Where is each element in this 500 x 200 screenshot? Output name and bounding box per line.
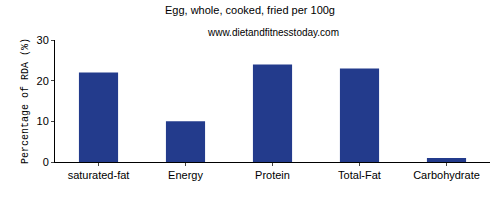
svg-text:Percentage of RDA (%): Percentage of RDA (%)	[20, 38, 31, 164]
svg-text:Egg, whole, cooked, fried per: Egg, whole, cooked, fried per 100g	[165, 4, 335, 16]
svg-text:10: 10	[37, 115, 49, 127]
svg-text:Protein: Protein	[255, 169, 290, 181]
svg-text:0: 0	[43, 156, 49, 168]
svg-text:Carbohydrate: Carbohydrate	[413, 169, 480, 181]
svg-text:Energy: Energy	[168, 169, 203, 181]
svg-text:30: 30	[37, 34, 49, 46]
svg-text:20: 20	[37, 75, 49, 87]
svg-text:www.dietandfitnesstoday.com: www.dietandfitnesstoday.com	[207, 27, 339, 38]
svg-text:saturated-fat: saturated-fat	[68, 169, 130, 181]
svg-text:Total-Fat: Total-Fat	[338, 169, 381, 181]
